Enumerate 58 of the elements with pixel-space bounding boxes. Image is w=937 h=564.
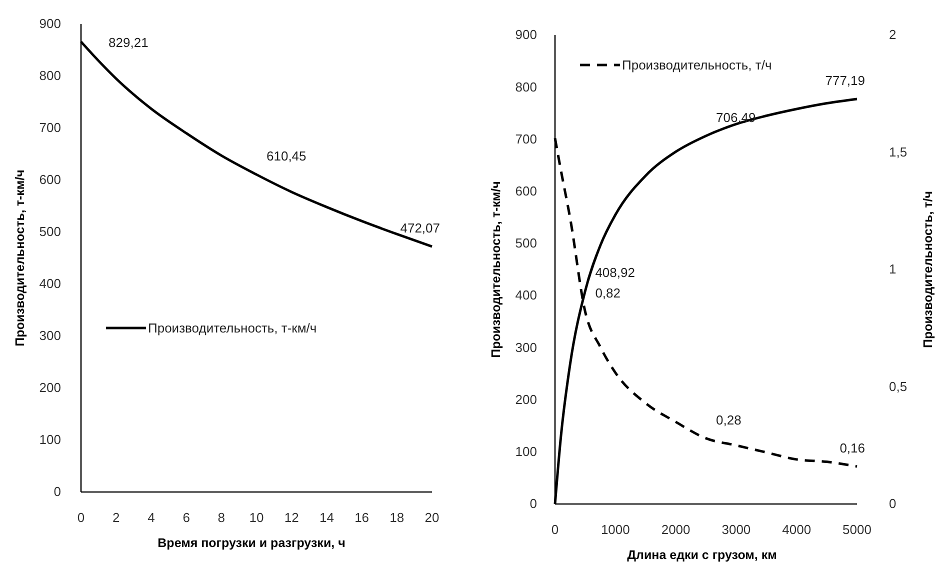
legend-label: Производительность, т/ч <box>622 58 772 72</box>
y2-tick-label: 0,5 <box>889 378 908 394</box>
y-tick-label: 600 <box>515 183 537 198</box>
x-tick-label: 18 <box>390 510 404 526</box>
y-tick-label: 200 <box>39 380 61 396</box>
x-tick-label: 16 <box>354 510 370 526</box>
x-axis-title: Длина едки с грузом, км <box>627 548 777 562</box>
data-label: 610,45 <box>266 148 306 164</box>
y2-tick-label: 0 <box>889 496 896 512</box>
y-tick-label: 700 <box>39 120 61 136</box>
x-tick-label: 14 <box>319 510 334 526</box>
y2-tick-label: 1 <box>889 262 896 277</box>
y-tick-label: 700 <box>515 131 537 146</box>
y-tick-label: 500 <box>39 224 61 240</box>
y-tick-label: 100 <box>515 444 537 460</box>
y-tick-label: 100 <box>39 432 61 448</box>
y2-tick-label: 2 <box>889 27 896 42</box>
y-tick-label: 900 <box>39 16 61 32</box>
y-tick-label: 400 <box>39 276 61 292</box>
legend-label: Производительность, т-км/ч <box>148 320 317 336</box>
x-tick-label: 8 <box>218 510 226 526</box>
x-tick-label: 4 <box>148 510 155 526</box>
y-tick-label: 0 <box>530 496 537 512</box>
y2-tick-label: 1,5 <box>889 144 908 160</box>
y2-axis-title: Производительность, т/ч <box>921 190 935 348</box>
y-tick-label: 800 <box>39 68 61 84</box>
data-label: 829,21 <box>108 34 148 50</box>
y-tick-label: 800 <box>515 79 537 94</box>
x-tick-label: 3000 <box>722 522 751 538</box>
x-tick-label: 0 <box>77 510 85 526</box>
y-tick-label: 600 <box>39 172 61 188</box>
data-label: 706,49 <box>716 110 756 125</box>
data-label: 777,19 <box>825 73 865 88</box>
x-tick-label: 1000 <box>600 522 630 538</box>
data-label: 472,07 <box>400 220 440 236</box>
x-tick-label: 2 <box>112 510 120 526</box>
y-tick-label: 200 <box>515 392 537 407</box>
x-tick-label: 12 <box>284 510 299 526</box>
data-label: 408,92 <box>595 264 635 280</box>
y-axis-title: Производительность, т-км/ч <box>489 181 503 358</box>
y-tick-label: 300 <box>515 340 537 355</box>
y-tick-label: 900 <box>515 27 537 42</box>
x-tick-label: 2000 <box>661 522 690 538</box>
y-tick-label: 300 <box>39 328 61 344</box>
x-tick-label: 4000 <box>782 522 812 538</box>
x-tick-label: 6 <box>182 510 190 526</box>
x-tick-label: 20 <box>424 510 440 526</box>
x-tick-label: 5000 <box>842 522 872 538</box>
x-tick-label: 0 <box>551 522 559 538</box>
x-tick-label: 10 <box>249 510 264 526</box>
y-axis-title: Производительность, т-км/ч <box>13 170 27 346</box>
y-tick-label: 0 <box>54 484 61 500</box>
x-axis-title: Время погрузки и разгрузки, ч <box>158 536 346 550</box>
data-label: 0,82 <box>595 286 621 301</box>
y-tick-label: 500 <box>515 236 537 251</box>
y-tick-label: 400 <box>515 288 537 303</box>
data-label: 0,28 <box>716 412 742 428</box>
data-label: 0,16 <box>840 440 865 456</box>
